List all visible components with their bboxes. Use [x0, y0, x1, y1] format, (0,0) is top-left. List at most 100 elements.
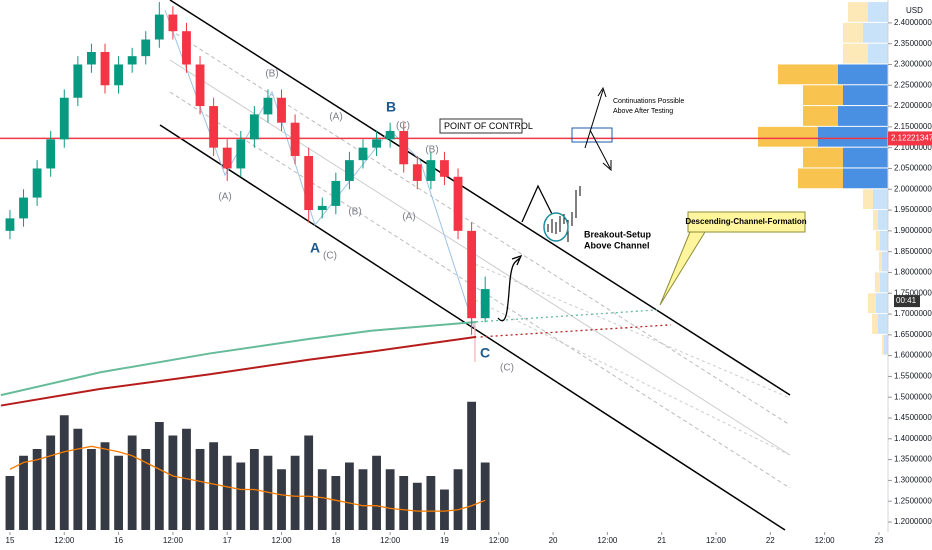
candle-body — [426, 160, 436, 181]
projection-path — [521, 184, 553, 223]
x-tick-label: 12:00 — [272, 536, 293, 545]
y-tick-label: 1.25000000 — [894, 496, 932, 505]
volume-bar — [399, 476, 409, 530]
y-tick-label: 2.20000000 — [894, 101, 932, 110]
volume-bar — [290, 455, 300, 530]
volume-bar — [385, 469, 395, 530]
wave-label: (A) — [218, 192, 231, 203]
candle-body — [331, 180, 341, 206]
volume-bar — [19, 455, 28, 530]
x-tick-label: 15 — [6, 536, 15, 545]
candle-body — [399, 131, 409, 165]
wave-label: (C) — [500, 363, 514, 374]
profile-up — [843, 168, 888, 189]
profile-up — [838, 106, 888, 126]
profile-up — [843, 147, 888, 168]
x-tick-label: 12:00 — [815, 536, 836, 545]
profile-down — [882, 334, 884, 355]
candle-body — [168, 14, 178, 32]
candle-body — [222, 147, 232, 169]
poc-box — [439, 118, 523, 134]
candle-body — [290, 122, 300, 156]
scenario-arrows — [584, 86, 612, 172]
wave-primary: C — [480, 345, 490, 361]
channel-midline — [169, 91, 791, 489]
volume-bar — [127, 435, 137, 530]
y-tick-label: 2.15000000 — [894, 122, 932, 131]
x-tick-label: 12:00 — [163, 536, 184, 545]
channel-drawings — [159, 0, 791, 531]
candle-body — [73, 64, 83, 98]
y-tick-label: 1.90000000 — [894, 226, 932, 235]
wave-label: (B) — [265, 69, 278, 80]
x-tick-label: 16 — [114, 536, 123, 545]
volume-bar — [344, 462, 354, 530]
y-tick-label: 2.25000000 — [894, 80, 932, 89]
volume-bar — [46, 435, 56, 530]
candle-body — [154, 14, 164, 40]
breakout-note: Breakout-Setup — [584, 229, 652, 239]
y-tick-label: 1.50000000 — [894, 392, 932, 401]
candle-body — [467, 230, 477, 319]
volume-bar — [412, 482, 422, 530]
profile-down — [803, 147, 843, 168]
continuation-note: Continuations Possible — [613, 98, 684, 105]
volume-bar — [304, 435, 314, 530]
x-tick-label: 20 — [549, 536, 558, 545]
volume-bar — [358, 469, 368, 530]
profile-up — [818, 126, 888, 147]
volume-bar — [32, 449, 42, 530]
x-tick-label: 21 — [657, 536, 666, 545]
candle-body — [304, 155, 314, 211]
profile-down — [798, 168, 843, 189]
y-tick-label: 2.05000000 — [894, 164, 932, 173]
y-tick-label: 1.30000000 — [894, 476, 932, 485]
profile-up — [838, 64, 888, 85]
profile-down — [843, 43, 868, 64]
y-tick-label: 1.75000000 — [894, 288, 932, 297]
plot — [0, 2, 888, 530]
profile-up — [880, 272, 888, 293]
wave-label: (C) — [396, 121, 410, 132]
callout-text: Descending-Channel-Formation — [685, 217, 806, 226]
volume-bar — [236, 462, 246, 530]
volume-bar — [168, 435, 178, 530]
profile-up — [878, 210, 888, 230]
y-tick-label: 2.10000000 — [894, 143, 932, 152]
countdown: 00:41 — [896, 296, 917, 305]
candle-body — [236, 139, 246, 169]
candle-body — [344, 160, 354, 181]
volume-bar — [114, 455, 123, 530]
volume-bar — [87, 449, 96, 530]
callout-box — [687, 211, 806, 233]
profile-up — [884, 334, 888, 355]
x-tick-label: 12:00 — [489, 536, 510, 545]
channel-lower — [159, 124, 786, 531]
candle-body — [263, 97, 273, 115]
wave-label: (A) — [402, 212, 415, 223]
profile-down — [879, 251, 882, 272]
volume-bar — [222, 455, 232, 530]
wave-label: (A) — [329, 112, 342, 123]
y-tick-label: 2.00000000 — [894, 184, 932, 193]
profile-up — [868, 43, 888, 64]
volume-bar — [331, 476, 341, 530]
y-tick-label: 1.70000000 — [894, 309, 932, 318]
poc-label: POINT OF CONTROL — [444, 121, 533, 131]
moving-average — [0, 320, 477, 397]
fib-line — [469, 261, 791, 399]
candle-body — [358, 147, 368, 161]
fib-line — [474, 299, 791, 456]
profile-up — [873, 189, 888, 210]
candle-body — [141, 39, 151, 57]
y-tick-label: 1.35000000 — [894, 455, 932, 464]
profile-down — [778, 64, 838, 85]
countdown-bg — [894, 295, 920, 308]
candle-body — [385, 131, 395, 140]
wave-label: (B) — [425, 145, 438, 156]
volume-bar — [154, 422, 164, 530]
y-tick-label: 1.45000000 — [894, 413, 932, 422]
y-tick-label: 1.20000000 — [894, 517, 932, 526]
ma-extension — [480, 324, 671, 338]
breakout-note: Above Channel — [584, 240, 650, 250]
